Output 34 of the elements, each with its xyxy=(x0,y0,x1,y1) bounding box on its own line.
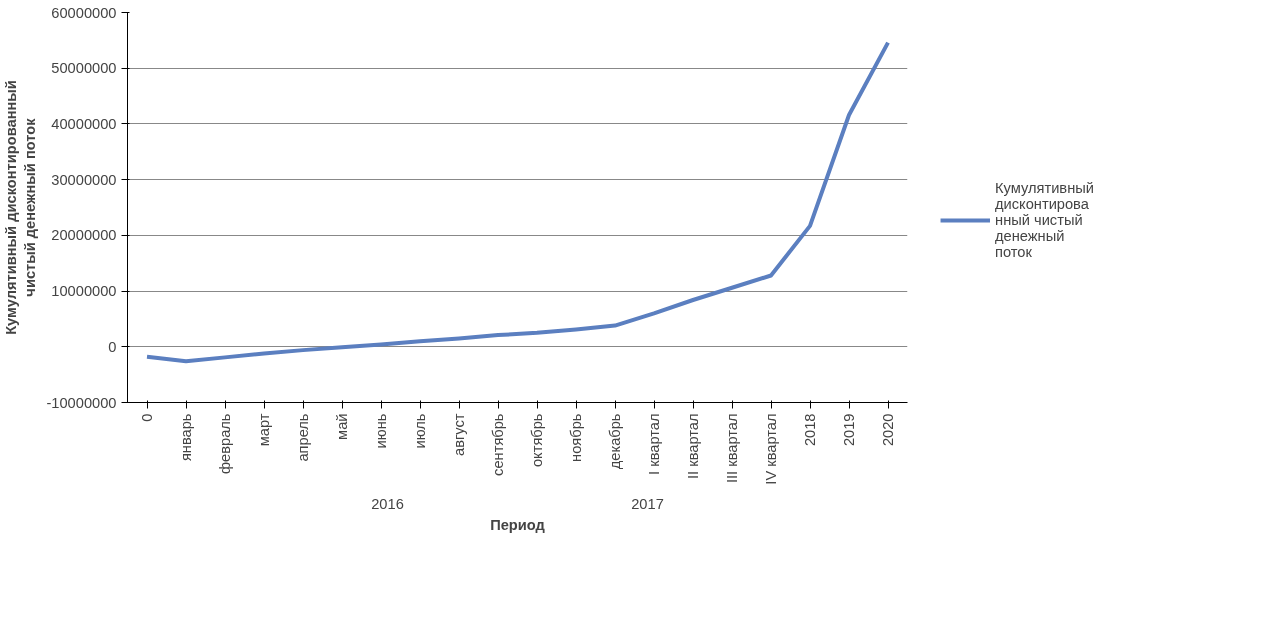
x-tick-label: ноябрь xyxy=(568,413,584,462)
x-tick-label: I квартал xyxy=(646,413,662,475)
y-tick-label: 40000000 xyxy=(51,115,117,132)
x-tick-label: апрель xyxy=(295,413,311,462)
y-tick-label: -10000000 xyxy=(46,394,117,411)
text: 2016 xyxy=(371,495,404,512)
x-tick-label: январь xyxy=(178,413,194,462)
x-tick-label: IV квартал xyxy=(763,413,779,485)
x-tick-label: 2020 xyxy=(880,413,896,447)
legend-label: Кумулятивный дисконтированный чистый денежный поток xyxy=(995,179,1094,260)
y-axis-title: Кумулятивный дисконтированный чистый денежный поток xyxy=(3,80,39,335)
x-tick-label: февраль xyxy=(217,413,233,474)
x-tick-label: август xyxy=(451,413,467,456)
x-tick-label: май xyxy=(334,413,350,440)
x-tick-label: 0 xyxy=(139,413,155,422)
y-tick-label: 50000000 xyxy=(51,60,117,77)
y-tick-label: 30000000 xyxy=(51,171,117,188)
x-axis-title: Период xyxy=(490,516,546,533)
x-tick-label: II квартал xyxy=(685,413,701,479)
x-tick-label: III квартал xyxy=(724,413,740,484)
y-tick-label: 20000000 xyxy=(51,227,117,244)
y-tick-label: 60000000 xyxy=(51,4,117,21)
x-tick-label: 2018 xyxy=(802,413,818,447)
y-tick-label: 0 xyxy=(108,338,117,355)
x-tick-label: 2019 xyxy=(841,413,857,447)
y-tick-label: 10000000 xyxy=(51,283,117,300)
text: 2017 xyxy=(631,495,664,512)
x-tick-label: июль xyxy=(412,413,428,449)
x-tick-label: сентябрь xyxy=(490,413,506,476)
x-tick-label: декабрь xyxy=(607,413,623,470)
x-tick-label: октябрь xyxy=(529,413,545,468)
x-tick-label: июнь xyxy=(373,413,389,449)
x-tick-label: март xyxy=(256,413,272,447)
line-series xyxy=(145,40,890,364)
